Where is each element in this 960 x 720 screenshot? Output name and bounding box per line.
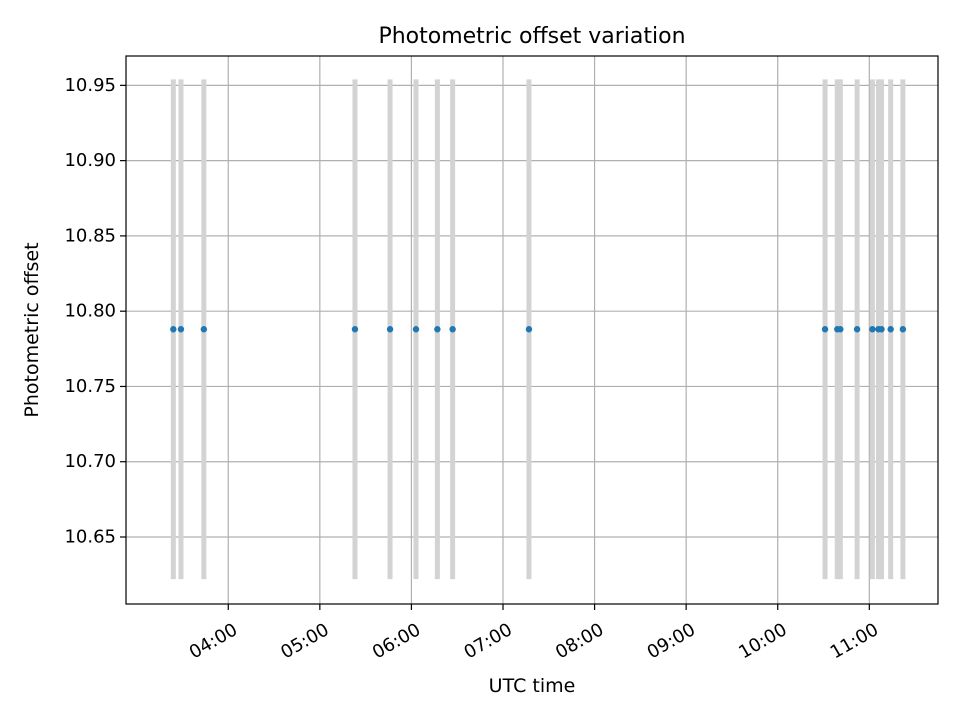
- data-point: [200, 326, 208, 333]
- data-point: [821, 326, 829, 333]
- y-axis-label: Photometric offset: [21, 242, 43, 417]
- y-tick-label: 10.65: [64, 527, 116, 548]
- y-tick-label: 10.95: [64, 75, 116, 96]
- y-tick-label: 10.85: [64, 225, 116, 246]
- y-tick-label: 10.75: [64, 376, 116, 397]
- y-tick-label: 10.80: [64, 301, 116, 322]
- data-point: [869, 326, 876, 333]
- data-point: [525, 326, 533, 333]
- y-tick-label: 10.90: [64, 150, 116, 171]
- y-tick-label: 10.70: [64, 451, 116, 472]
- data-point: [853, 326, 861, 333]
- data-point: [899, 326, 907, 333]
- data-point: [878, 326, 885, 333]
- grid: [126, 56, 938, 604]
- data-point: [351, 326, 359, 333]
- data-point: [412, 326, 420, 333]
- data-point: [887, 326, 894, 333]
- data-point: [434, 326, 441, 333]
- y-axis-ticks: 10.65 10.70 10.75 10.80 10.85 10.90 10.95: [64, 75, 126, 548]
- x-axis-label: UTC time: [489, 675, 576, 697]
- plot-frame: [125, 55, 939, 605]
- data-point: [386, 326, 394, 333]
- data-points: [170, 326, 907, 333]
- data-point: [837, 326, 844, 333]
- data-point: [170, 326, 177, 333]
- data-point: [449, 326, 456, 333]
- data-point: [177, 326, 185, 333]
- chart-title: Photometric offset variation: [378, 24, 685, 49]
